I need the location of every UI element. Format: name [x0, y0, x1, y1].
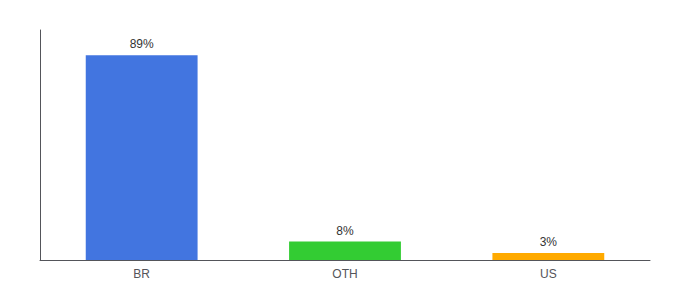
svg-text:8%: 8%	[336, 224, 354, 238]
svg-text:3%: 3%	[540, 235, 558, 249]
svg-text:OTH: OTH	[332, 267, 357, 281]
svg-text:89%: 89%	[130, 37, 154, 51]
svg-text:US: US	[540, 267, 557, 281]
svg-text:BR: BR	[133, 267, 150, 281]
